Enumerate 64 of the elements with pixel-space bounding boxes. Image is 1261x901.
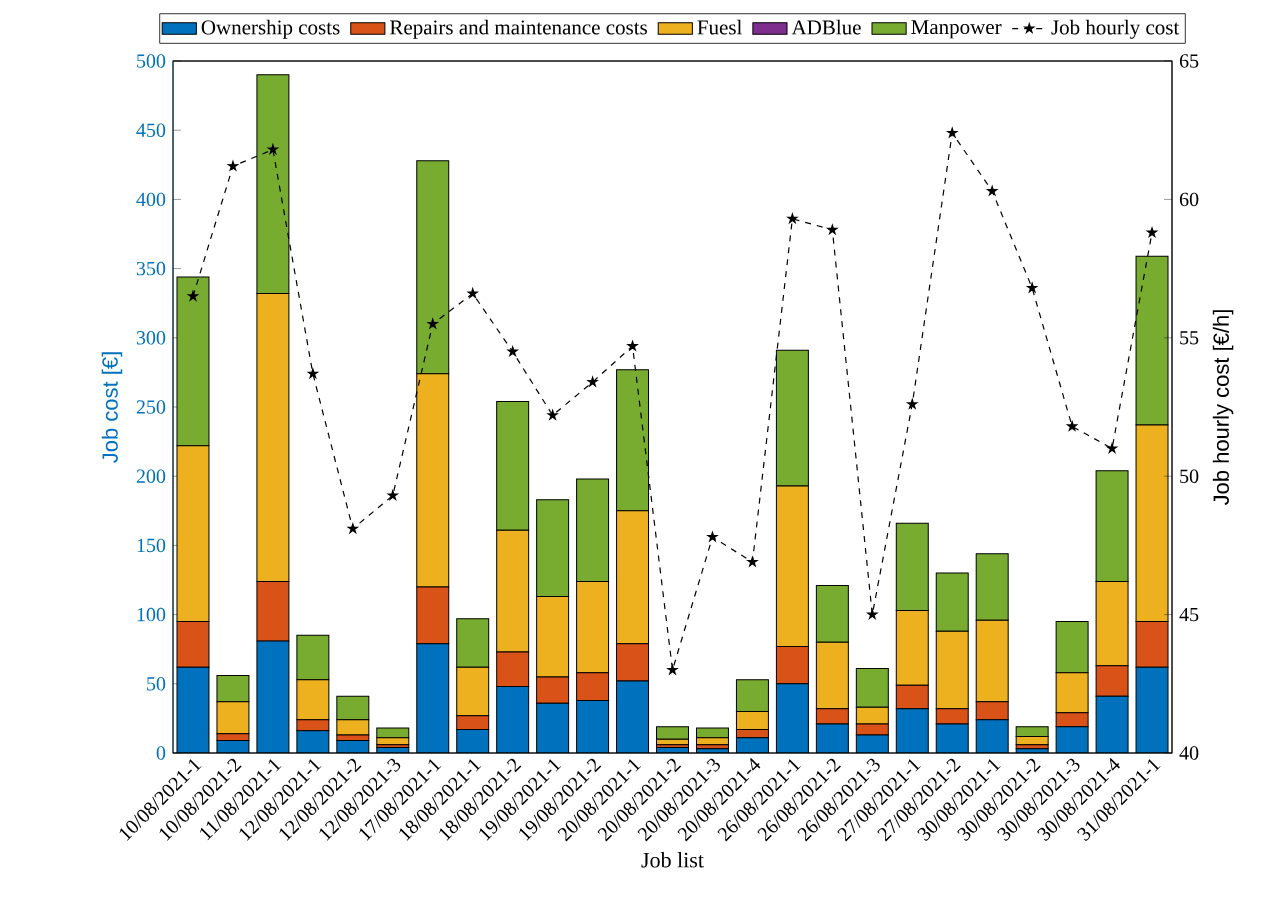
legend-label: ADBlue (791, 19, 861, 35)
y2-tick-label: 50 (1180, 469, 1199, 483)
bar (1096, 696, 1129, 753)
point (226, 159, 240, 172)
point (1025, 281, 1039, 294)
point (426, 317, 440, 330)
point (186, 289, 200, 302)
bar (776, 683, 809, 753)
point (546, 408, 560, 421)
y-tick-label: 350 (136, 261, 166, 276)
y2-tick-label: 40 (1179, 746, 1199, 760)
legend-label: Ownership costs (201, 19, 340, 39)
point (626, 339, 639, 352)
point (785, 212, 799, 225)
bar (536, 703, 569, 753)
point (666, 663, 679, 676)
x-axis-title: Job list (641, 852, 704, 868)
y2-axis-title: Job hourly cost [€/h] (1212, 310, 1234, 506)
bar (816, 723, 849, 753)
y-tick-label: 500 (137, 54, 166, 68)
bar (896, 708, 929, 753)
y-tick-label: 400 (136, 192, 166, 207)
point (706, 530, 719, 543)
bar (456, 729, 489, 753)
bar (616, 681, 649, 753)
bar (416, 643, 449, 753)
bar (656, 726, 689, 740)
point (825, 223, 839, 236)
y-tick-label: 150 (137, 538, 166, 553)
bar (256, 640, 289, 753)
y-tick-label: 250 (136, 400, 166, 414)
point (1065, 419, 1079, 432)
bar (936, 723, 969, 753)
y-tick-label: 450 (136, 123, 166, 137)
bar (1135, 666, 1169, 753)
bar (576, 700, 609, 753)
legend-label: Job hourly cost (1051, 19, 1180, 39)
y-tick-label: 50 (147, 677, 166, 691)
point (985, 184, 999, 197)
point (346, 522, 360, 535)
y-tick-label: 100 (137, 607, 166, 622)
point (746, 555, 759, 568)
legend-label: Manpower (911, 20, 1002, 39)
point (306, 367, 320, 380)
point (466, 286, 480, 299)
bar (976, 719, 1009, 753)
legend-label: Repairs and maintenance costs (389, 19, 647, 39)
point (945, 126, 959, 139)
bar (177, 667, 209, 753)
y2-tick-label: 55 (1180, 331, 1199, 345)
point (1105, 441, 1119, 454)
point (386, 488, 400, 502)
y2-tick-label: 45 (1179, 607, 1199, 622)
point (586, 375, 599, 388)
legend-label: Fuesl (697, 19, 742, 35)
point (905, 397, 919, 410)
y2-tick-label: 65 (1179, 54, 1199, 68)
y-axis-title: Job cost [€] (101, 352, 123, 463)
point (266, 142, 280, 156)
y-tick-label: 200 (136, 469, 166, 483)
y-tick-label: 300 (136, 331, 166, 345)
y-tick-label: 0 (156, 746, 166, 760)
y2-tick-label: 60 (1179, 192, 1199, 207)
bar (496, 686, 529, 753)
